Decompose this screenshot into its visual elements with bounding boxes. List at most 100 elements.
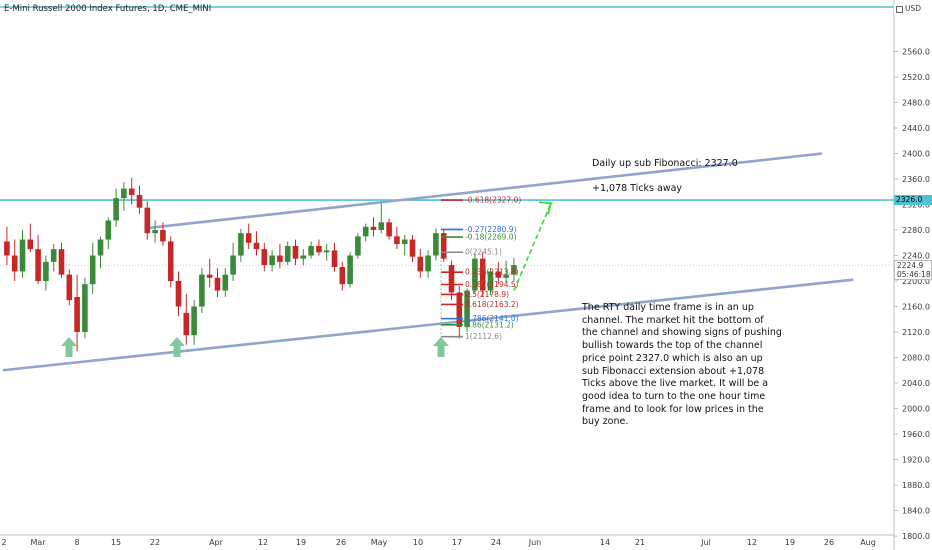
channel-line-upper xyxy=(147,152,823,230)
price-tick-label: 2560.0 xyxy=(902,48,930,57)
fib-level-label: -0.27(2280.9) xyxy=(465,225,517,234)
time-tick-label: 2 xyxy=(1,538,6,547)
candle-body xyxy=(292,245,299,259)
candle xyxy=(199,268,205,313)
time-tick-label: 24 xyxy=(491,538,501,547)
price-tick-label: 2280.0 xyxy=(902,226,930,235)
candle-body xyxy=(472,258,478,291)
fib-level-label: 0.786(2141.0) xyxy=(465,314,519,323)
candle xyxy=(362,223,369,242)
candle xyxy=(331,242,338,272)
candle xyxy=(167,236,174,288)
candle-body xyxy=(160,230,166,242)
fib-level-label: 0(2245.1) xyxy=(465,248,502,257)
candle-body xyxy=(89,255,96,285)
candle xyxy=(136,185,143,215)
up-arrow-icon xyxy=(61,337,77,357)
price-tick-label: 2520.0 xyxy=(902,73,930,82)
candle xyxy=(74,274,80,352)
target-price-text: 2326.0 xyxy=(896,195,923,205)
candle xyxy=(152,220,158,243)
candle-body xyxy=(300,255,307,259)
target-price-tag: 2326.0 xyxy=(894,195,932,206)
candle-body xyxy=(456,292,463,327)
candle xyxy=(191,300,197,345)
candle-body xyxy=(113,198,119,221)
price-channel xyxy=(2,152,854,372)
time-tick-label: 21 xyxy=(635,538,645,547)
candle xyxy=(464,288,470,332)
price-tick-label: 1840.0 xyxy=(902,507,930,516)
time-axis[interactable]: 2 Mar 8 15 22 Apr 12 19 26 May 10 17 24 Jun 14 21 Jul 12 1… xyxy=(0,534,894,547)
candle-body xyxy=(245,233,252,243)
candle xyxy=(105,217,112,250)
candle xyxy=(128,177,135,205)
projection-arrow xyxy=(513,201,553,291)
candle xyxy=(121,182,127,211)
candle xyxy=(284,241,291,266)
candle xyxy=(386,218,392,240)
candle xyxy=(323,244,330,261)
time-tick-label: 26 xyxy=(824,538,834,547)
candle xyxy=(261,242,268,272)
candle-body xyxy=(440,233,447,259)
candle xyxy=(214,268,221,297)
candlesticks xyxy=(4,177,517,352)
fib-level-label: 0.236(2213.8) xyxy=(465,268,519,277)
candle-body xyxy=(495,271,502,278)
candle xyxy=(448,260,455,301)
candle xyxy=(292,239,299,266)
candle-body xyxy=(378,222,385,230)
candle-body xyxy=(121,188,127,199)
price-tick-label: 2080.0 xyxy=(902,354,930,363)
candle xyxy=(206,258,213,288)
candle-body xyxy=(487,271,494,291)
chart-title: E-Mini Russell 2000 Index Futures, 1D, C… xyxy=(4,4,212,14)
candle-body xyxy=(316,245,322,253)
last-price-tag: 2224.9 05:46:18 xyxy=(894,260,932,281)
candle-body xyxy=(144,207,151,234)
candle xyxy=(503,260,509,283)
candle xyxy=(394,226,400,250)
time-tick-label: 15 xyxy=(111,538,121,547)
price-tick-label: 2160.0 xyxy=(902,303,930,312)
candle xyxy=(472,254,478,294)
candle xyxy=(487,268,494,296)
candle-body xyxy=(425,255,431,272)
time-tick-label: May xyxy=(371,538,388,547)
candle xyxy=(378,203,385,234)
candle xyxy=(175,271,182,317)
candle xyxy=(417,249,424,278)
fib-level-label: 1(2112.6) xyxy=(465,332,502,341)
candle xyxy=(409,235,416,262)
up-arrow-icon xyxy=(169,337,185,357)
candle-body xyxy=(261,249,268,266)
candle-body xyxy=(323,250,330,253)
price-tick-label: 1960.0 xyxy=(902,430,930,439)
channel-line-lower xyxy=(2,278,854,372)
candle-body xyxy=(35,249,41,281)
candle-body xyxy=(136,194,143,208)
candle xyxy=(440,230,447,262)
candle xyxy=(222,268,229,297)
candle-body xyxy=(355,236,361,256)
time-tick-label: Jun xyxy=(528,538,542,547)
candle-body xyxy=(370,226,377,230)
candle xyxy=(58,242,65,278)
time-tick-label: 26 xyxy=(336,538,346,547)
time-tick-label: 14 xyxy=(600,538,610,547)
candle-body xyxy=(511,265,517,275)
fibonacci-levels: -0.618(2327.0) -0.27(2280.9)-0.18(2269.0)… xyxy=(440,196,521,341)
time-tick-label: Jul xyxy=(700,538,711,547)
candle-body xyxy=(191,306,197,336)
candle xyxy=(144,201,151,240)
candle xyxy=(479,252,486,297)
time-tick-label: 12 xyxy=(258,538,268,547)
candle-body xyxy=(11,255,18,272)
fib-level-label: 0.382(2194.5) xyxy=(465,280,519,289)
candle-body xyxy=(58,249,65,275)
projection-line xyxy=(513,202,552,291)
currency-text: USD xyxy=(905,4,922,13)
fib-level-label: 0.86(2131.2) xyxy=(465,320,514,329)
